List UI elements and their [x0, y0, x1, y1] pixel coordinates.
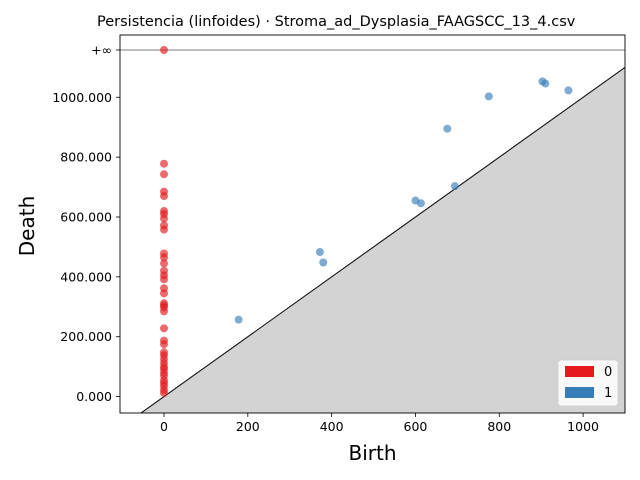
y-axis-title: Death: [15, 196, 39, 256]
point-h1-2: [319, 258, 328, 267]
point-h1-5: [443, 124, 452, 133]
point-h1-4: [416, 199, 425, 208]
diagonal-region: [120, 67, 625, 413]
plot-frame: [119, 34, 626, 414]
y-tick-0-label: 0.000: [76, 389, 112, 404]
points-layer: [160, 46, 573, 397]
y-axis: 0.000 200.000 400.000 600.000 800.000 1000.00…: [52, 43, 120, 404]
point-h0-15: [160, 275, 169, 284]
point-h0-0: [160, 46, 169, 54]
point-h0-2: [160, 170, 169, 179]
legend-swatch-h0: [565, 366, 594, 377]
point-h0-7: [160, 214, 169, 223]
point-h0-4: [160, 192, 169, 201]
legend: 0 1: [557, 359, 619, 407]
diagonal-line: [140, 66, 625, 413]
y-tick-2-label: 400.000: [60, 269, 112, 284]
x-axis-title: Birth: [348, 441, 396, 465]
x-tick-label-2: 400: [320, 419, 344, 434]
legend-label-h1: 1: [604, 386, 612, 401]
y-tick-5-label: 1000.000: [52, 90, 112, 105]
point-h1-10: [564, 86, 573, 95]
x-tick-label-0: 0: [160, 419, 168, 434]
y-tick-3-label: 600.000: [60, 210, 112, 225]
legend-swatch-h1: [565, 387, 594, 398]
x-tick-label-4: 800: [487, 419, 511, 434]
x-tick-label-1: 200: [236, 419, 260, 434]
x-tick-label-3: 600: [404, 419, 428, 434]
point-h0-21: [160, 307, 169, 316]
x-axis: 0 200 400 600 800 1000: [160, 413, 599, 434]
point-h0-11: [160, 253, 169, 262]
point-h0-17: [160, 289, 169, 298]
y-tick-1-label: 200.000: [60, 329, 112, 344]
point-h0-1: [160, 159, 169, 168]
y-tick-4-label: 800.000: [60, 150, 112, 165]
point-h0-24: [160, 340, 169, 349]
point-h1-6: [450, 182, 459, 191]
point-h1-0: [234, 315, 243, 324]
plot-area: [120, 46, 625, 413]
point-h1-9: [541, 79, 550, 88]
point-h0-22: [160, 324, 169, 333]
x-tick-label-5: 1000: [567, 419, 599, 434]
y-tick-infinity-label: +∞: [91, 43, 112, 58]
legend-label-h0: 0: [604, 365, 612, 380]
point-h0-12: [160, 259, 169, 268]
chart-title: Persistencia (linfoides) · Stroma_ad_Dys…: [97, 14, 576, 30]
point-h0-37: [160, 388, 169, 397]
point-h0-9: [160, 225, 169, 234]
point-h1-7: [484, 92, 493, 101]
point-h1-1: [315, 248, 324, 257]
